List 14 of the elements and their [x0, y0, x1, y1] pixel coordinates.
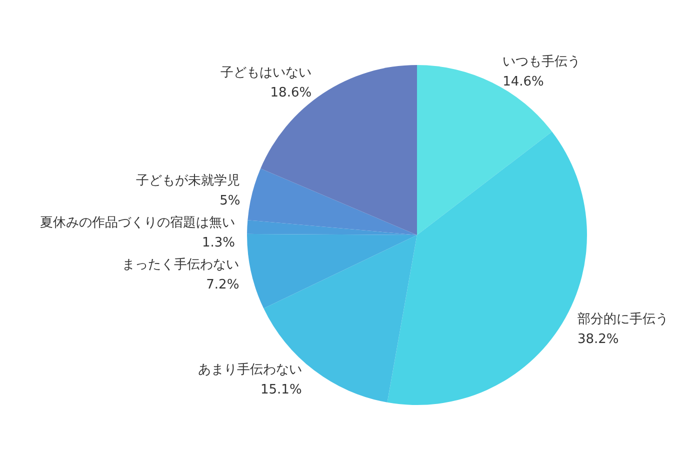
data-label: 38.2% — [577, 332, 619, 348]
data-label: 14.6% — [502, 74, 544, 90]
data-label: 15.1% — [260, 382, 302, 398]
slice-label: 部分的に手伝う — [577, 312, 668, 328]
slice-label: 夏休みの作品づくりの宿題は無い — [40, 214, 236, 230]
slice-label: まったく手伝わない — [122, 257, 240, 272]
data-label: 7.2% — [206, 277, 240, 292]
data-label: 18.6% — [270, 86, 312, 101]
slice-label: あまり手伝わない — [198, 362, 302, 378]
slice-label: いつも手伝う — [502, 54, 581, 70]
data-label: 5% — [220, 193, 240, 208]
data-label: 1.3% — [202, 235, 236, 250]
slice-label: 子どもはいない — [220, 66, 312, 81]
slice-label: 子どもが未就学児 — [136, 173, 240, 188]
